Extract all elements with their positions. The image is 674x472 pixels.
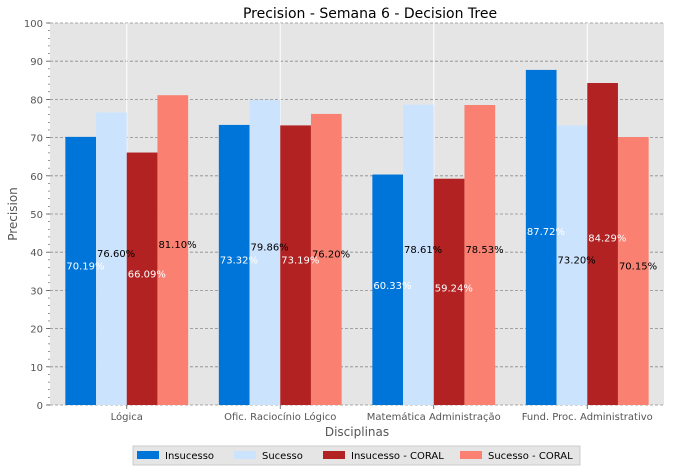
legend-box <box>132 445 581 466</box>
bars <box>65 69 649 406</box>
bar-value-label: 81.10% <box>158 240 196 251</box>
x-tick-label: Lógica <box>111 411 143 423</box>
legend-swatch <box>460 451 482 459</box>
bar-value-label: 73.32% <box>220 255 258 266</box>
y-axis: 0 10 20 30 40 50 60 70 80 90 100 <box>24 19 50 412</box>
bar-value-label: 78.61% <box>404 245 442 256</box>
y-tick-label: 40 <box>30 248 43 259</box>
bar-value-label: 76.20% <box>312 250 350 261</box>
x-axis: Lógica Ofic. Raciocínio Lógico Matemática … <box>111 405 653 423</box>
legend-swatch <box>137 451 159 459</box>
bar <box>310 113 342 405</box>
bar <box>157 95 189 405</box>
y-tick-label: 60 <box>30 172 43 183</box>
bar-value-label: 84.29% <box>588 234 626 245</box>
bar <box>587 83 618 405</box>
x-tick-label: Ofic. Raciocínio Lógico <box>224 411 336 423</box>
bar-value-label: 70.15% <box>619 262 657 273</box>
y-tick-label: 80 <box>30 95 43 106</box>
bar-value-label: 79.86% <box>251 242 289 253</box>
bar-value-label: 78.53% <box>465 245 503 256</box>
bar <box>617 137 649 406</box>
bar-value-label: 73.20% <box>558 256 596 267</box>
legend-label: Insucesso <box>165 451 214 462</box>
bar <box>433 178 465 405</box>
y-tick-label: 90 <box>30 57 43 68</box>
bar-value-label: 59.24% <box>435 283 473 294</box>
y-tick-label: 0 <box>37 401 43 412</box>
x-tick-label: Fund. Proc. Administrativo <box>522 412 653 423</box>
bar-value-label: 66.09% <box>128 270 166 281</box>
y-tick-label: 20 <box>30 325 43 336</box>
y-axis-label: Precision <box>6 187 20 241</box>
legend-label: Insucesso - CORAL <box>351 451 444 462</box>
chart-title: Precision - Semana 6 - Decision Tree <box>243 6 497 22</box>
bar-value-label: 70.19% <box>66 262 104 273</box>
legend-swatch <box>234 451 256 459</box>
y-tick-label: 100 <box>24 19 43 30</box>
y-tick-label: 70 <box>30 134 43 145</box>
bar-value-label: 87.72% <box>527 227 565 238</box>
bar <box>525 69 557 405</box>
bar-labels: 70.19% 73.32% 60.33% 87.72% 76.60% 79.86% 78.6… <box>66 227 657 295</box>
bar <box>556 125 588 405</box>
bar <box>372 174 404 405</box>
y-tick-label: 50 <box>30 210 43 221</box>
legend-label: Sucesso <box>262 451 303 462</box>
bar <box>280 125 311 406</box>
bar <box>403 104 434 405</box>
legend-label: Sucesso - CORAL <box>488 451 573 462</box>
x-tick-label: Matemática Administração <box>367 411 501 423</box>
bar <box>126 152 158 405</box>
legend-swatch <box>323 451 345 459</box>
bar <box>65 136 97 405</box>
y-tick-label: 30 <box>30 286 43 297</box>
y-tick-label: 10 <box>30 363 43 374</box>
x-axis-label: Disciplinas <box>325 425 389 439</box>
bar <box>249 99 281 405</box>
bar <box>218 124 250 405</box>
bar-value-label: 60.33% <box>373 281 411 292</box>
bar-value-label: 76.60% <box>97 249 135 260</box>
legend: Insucesso Sucesso Insucesso - CORAL Sucesso… <box>132 445 581 466</box>
bar <box>464 105 496 405</box>
bar-value-label: 73.19% <box>281 256 319 267</box>
bar <box>96 112 127 405</box>
